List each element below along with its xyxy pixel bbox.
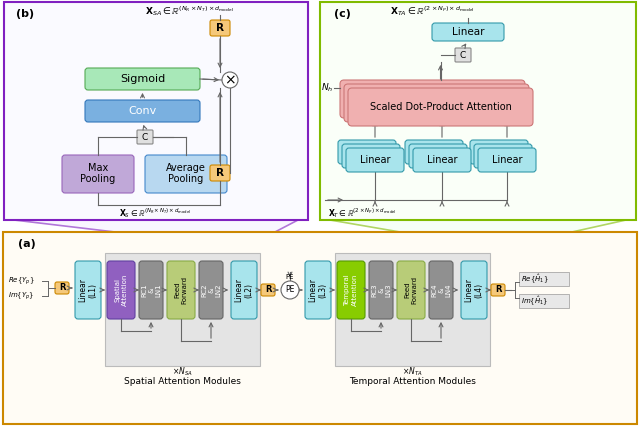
Polygon shape [330,220,626,232]
Text: Linear
(L2): Linear (L2) [234,278,253,302]
Text: $\times$: $\times$ [224,73,236,87]
Text: Temporal
Attention: Temporal Attention [344,274,358,306]
Text: $Im\{\hat{H}_1\}$: $Im\{\hat{H}_1\}$ [521,295,548,307]
Text: Conv: Conv [129,106,157,116]
FancyBboxPatch shape [55,282,69,294]
Text: C: C [142,132,148,141]
Bar [105,253,260,366]
FancyBboxPatch shape [470,140,528,164]
Polygon shape [14,220,298,232]
Text: $\mathbf{X}_{TA} \in \mathbb{R}^{(2 \times N_P) \times d_{\rm model}}$: $\mathbf{X}_{TA} \in \mathbb{R}^{(2 \tim… [390,4,475,18]
Text: Sigmoid: Sigmoid [120,74,165,84]
FancyBboxPatch shape [145,155,227,193]
Text: RC2
&
LN2: RC2 & LN2 [201,283,221,297]
Text: $\mathbf{X}_{S} \in \mathbb{R}^{(N_R \times N_T) \times d_{\rm model}}$: $\mathbf{X}_{S} \in \mathbb{R}^{(N_R \ti… [119,206,191,220]
Text: Linear
(L4): Linear (L4) [464,278,484,302]
FancyBboxPatch shape [491,284,505,296]
FancyBboxPatch shape [340,80,525,118]
FancyBboxPatch shape [75,261,101,319]
Text: $\mathbf{X}_{SA} \in \mathbb{R}^{(N_R \times N_T) \times d_{\rm model}}$: $\mathbf{X}_{SA} \in \mathbb{R}^{(N_R \t… [145,4,234,18]
Text: (c): (c) [334,9,351,19]
Text: Linear: Linear [427,155,457,165]
Text: Linear
(L1): Linear (L1) [78,278,98,302]
Bar [335,253,490,366]
FancyBboxPatch shape [455,48,471,62]
Circle shape [281,281,299,299]
FancyBboxPatch shape [210,165,230,181]
FancyBboxPatch shape [62,155,134,193]
FancyBboxPatch shape [369,261,393,319]
Text: R: R [216,168,224,178]
Bar [4,2,308,220]
FancyBboxPatch shape [139,261,163,319]
FancyBboxPatch shape [231,261,257,319]
FancyBboxPatch shape [261,284,275,296]
Text: Pooling: Pooling [168,174,204,184]
Text: $Re\{Y_p\}$: $Re\{Y_p\}$ [8,275,35,287]
Text: RC4
&
LN4: RC4 & LN4 [431,283,451,297]
Text: $\times N_{SA}$: $\times N_{SA}$ [172,366,193,378]
Text: PE: PE [285,274,294,280]
FancyBboxPatch shape [474,144,532,168]
Text: $Im\{Y_p\}$: $Im\{Y_p\}$ [8,290,35,302]
Text: (b): (b) [16,9,34,19]
Text: Linear: Linear [452,27,484,37]
Text: Temporal Attention Modules: Temporal Attention Modules [349,377,476,386]
Text: R: R [59,284,65,292]
Text: R: R [216,23,224,33]
FancyBboxPatch shape [461,261,487,319]
Text: Spatial Attention Modules: Spatial Attention Modules [124,377,241,386]
FancyBboxPatch shape [432,23,504,41]
FancyBboxPatch shape [338,140,396,164]
Text: $N_h$: $N_h$ [321,82,333,94]
FancyBboxPatch shape [167,261,195,319]
Text: (a): (a) [18,239,36,249]
FancyBboxPatch shape [85,100,200,122]
FancyBboxPatch shape [405,140,463,164]
Bar [519,294,569,308]
FancyBboxPatch shape [409,144,467,168]
Text: RC3
&
LN3: RC3 & LN3 [371,283,391,297]
FancyBboxPatch shape [429,261,453,319]
Text: Scaled Dot-Product Attention: Scaled Dot-Product Attention [369,102,511,112]
Text: Max: Max [88,163,108,173]
Bar [519,272,569,286]
Text: RC1
&
LN1: RC1 & LN1 [141,283,161,297]
FancyBboxPatch shape [85,68,200,90]
Text: Pooling: Pooling [81,174,116,184]
Text: R: R [265,285,271,295]
FancyBboxPatch shape [337,261,365,319]
FancyBboxPatch shape [210,20,230,36]
Text: $Re\{\hat{H}_1\}$: $Re\{\hat{H}_1\}$ [521,272,549,285]
FancyBboxPatch shape [137,130,153,144]
FancyBboxPatch shape [107,261,135,319]
Text: Feed
Forward: Feed Forward [175,276,188,304]
FancyBboxPatch shape [413,148,471,172]
FancyBboxPatch shape [342,144,400,168]
FancyBboxPatch shape [478,148,536,172]
FancyBboxPatch shape [305,261,331,319]
FancyBboxPatch shape [397,261,425,319]
Text: Average: Average [166,163,206,173]
FancyBboxPatch shape [346,148,404,172]
Bar [320,2,636,220]
FancyBboxPatch shape [344,84,529,122]
Text: $\mathbf{X}_{T} \in \mathbb{R}^{(2 \times N_P) \times d_{\rm model}}$: $\mathbf{X}_{T} \in \mathbb{R}^{(2 \time… [328,206,397,220]
Text: Feed
Forward: Feed Forward [404,276,417,304]
Text: C: C [460,51,466,59]
Bar [3,232,637,424]
Circle shape [222,72,238,88]
Text: Linear: Linear [492,155,522,165]
Text: Spatial
Attention: Spatial Attention [115,274,127,306]
FancyBboxPatch shape [348,88,533,126]
Text: $\times N_{TA}$: $\times N_{TA}$ [402,366,423,378]
Text: PE: PE [285,285,294,295]
Text: R: R [495,285,501,295]
FancyBboxPatch shape [199,261,223,319]
Text: Linear: Linear [360,155,390,165]
Text: Linear
(L3): Linear (L3) [308,278,328,302]
